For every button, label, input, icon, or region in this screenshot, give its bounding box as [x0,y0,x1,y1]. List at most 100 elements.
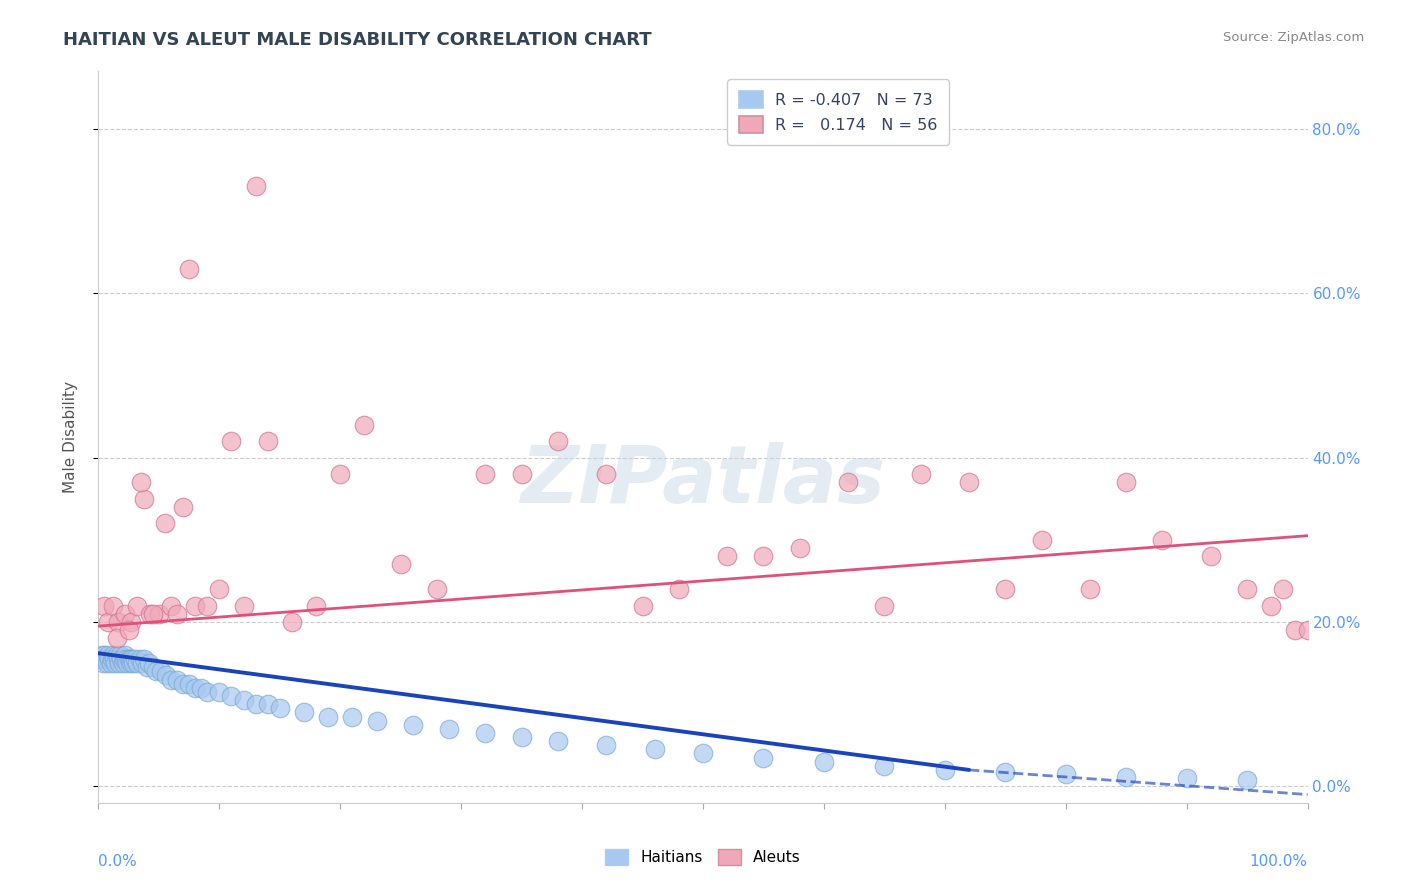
Point [127,599,149,613]
Point [124,652,146,666]
Point [1175,771,1198,785]
Legend: R = -0.407   N = 73, R =   0.174   N = 56: R = -0.407 N = 73, R = 0.174 N = 56 [727,79,949,145]
Point [329,467,352,481]
Point [342,709,364,723]
Point [1284,624,1306,638]
Point [94,652,117,666]
Point [269,701,291,715]
Legend: Haitians, Aleuts: Haitians, Aleuts [599,843,807,871]
Point [142,660,165,674]
Point [172,676,194,690]
Point [107,652,129,666]
Point [160,599,183,613]
Point [934,763,956,777]
Point [426,582,449,596]
Point [232,599,254,613]
Point [179,261,201,276]
Point [245,179,267,194]
Point [98,652,121,666]
Point [510,730,533,744]
Point [118,624,141,638]
Text: 0.0%: 0.0% [98,854,138,869]
Point [120,615,142,629]
Point [184,599,207,613]
Point [117,656,139,670]
Point [716,549,738,564]
Point [256,434,278,449]
Point [957,475,980,490]
Point [105,648,128,662]
Point [150,665,173,679]
Point [316,709,339,723]
Point [1152,533,1174,547]
Point [120,656,142,670]
Point [1272,582,1295,596]
Point [631,599,654,613]
Point [256,697,278,711]
Point [474,467,496,481]
Point [155,668,177,682]
Point [547,434,569,449]
Y-axis label: Male Disability: Male Disability [63,381,77,493]
Point [245,697,267,711]
Point [114,648,136,662]
Point [129,475,152,490]
Point [190,681,212,695]
Point [1115,475,1137,490]
Point [118,652,141,666]
Point [148,607,170,621]
Point [105,632,128,646]
Point [184,681,207,695]
Point [101,599,124,613]
Point [292,706,315,720]
Point [813,755,835,769]
Point [1260,599,1282,613]
Point [166,673,188,687]
Point [789,541,811,555]
Point [122,656,145,670]
Point [110,652,132,666]
Point [111,656,134,670]
Point [366,714,388,728]
Point [1236,582,1258,596]
Point [752,549,775,564]
Point [108,648,131,662]
Point [142,607,165,621]
Point [100,652,122,666]
Point [837,475,859,490]
Point [547,734,569,748]
Point [114,607,136,621]
Point [305,599,328,613]
Point [644,742,666,756]
Point [93,648,115,662]
Point [135,660,157,674]
Point [131,656,153,670]
Point [93,599,115,613]
Point [752,750,775,764]
Point [115,652,138,666]
Point [994,764,1017,779]
Point [221,434,243,449]
Point [138,656,160,670]
Point [221,689,243,703]
Point [873,599,896,613]
Point [118,652,141,666]
Point [97,648,120,662]
Point [195,685,218,699]
Point [121,652,143,666]
Point [281,615,304,629]
Point [166,607,188,621]
Point [134,491,156,506]
Point [232,693,254,707]
Point [90,652,112,666]
Point [994,582,1017,596]
Point [595,739,617,753]
Point [97,615,120,629]
Point [101,648,124,662]
Point [1078,582,1101,596]
Point [112,652,135,666]
Point [474,726,496,740]
Point [353,417,375,432]
Point [873,759,896,773]
Text: HAITIAN VS ALEUT MALE DISABILITY CORRELATION CHART: HAITIAN VS ALEUT MALE DISABILITY CORRELA… [63,31,652,49]
